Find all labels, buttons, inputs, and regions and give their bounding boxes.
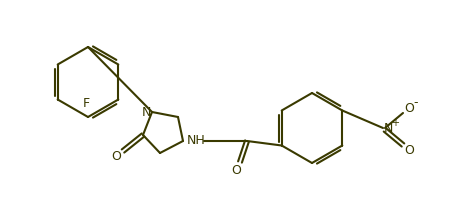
Text: N: N — [384, 122, 393, 136]
Text: +: + — [391, 118, 399, 128]
Text: N: N — [141, 106, 151, 119]
Text: O: O — [404, 144, 414, 158]
Text: O: O — [111, 150, 121, 162]
Text: F: F — [83, 97, 89, 110]
Text: NH: NH — [187, 134, 206, 146]
Text: O: O — [231, 164, 241, 176]
Text: -: - — [413, 97, 418, 110]
Text: O: O — [404, 102, 414, 114]
